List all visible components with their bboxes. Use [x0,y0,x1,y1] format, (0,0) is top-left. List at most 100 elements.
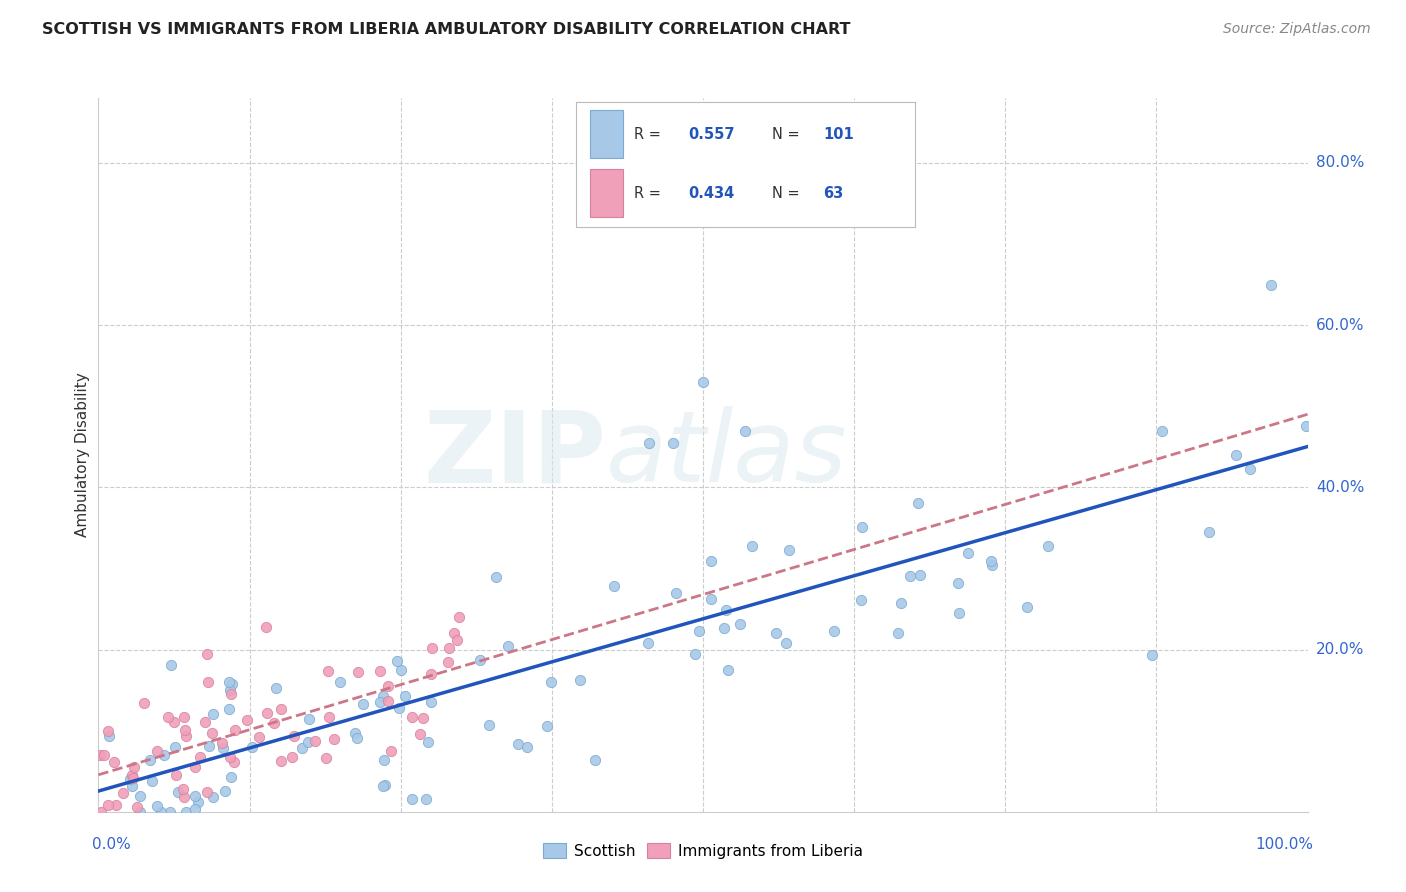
Point [318,710,340,724]
Point [1295,418,1317,433]
Point [886,626,908,640]
Point [120,772,142,787]
Point [298,712,321,726]
Point [956,546,979,560]
Point [98,729,121,743]
Point [195,647,218,661]
Point [283,729,305,743]
Point [908,568,931,582]
Point [202,706,225,721]
Point [1036,539,1059,553]
Point [122,771,145,785]
Point [665,586,688,600]
Point [823,624,845,639]
Point [714,603,737,617]
Point [165,768,187,782]
Point [716,663,738,677]
Point [683,647,706,661]
Point [447,610,470,624]
Point [187,795,209,809]
Point [291,741,314,756]
Point [218,675,240,690]
Point [146,799,169,814]
Point [163,714,186,729]
Point [569,673,592,687]
Point [266,681,288,695]
Point [134,696,156,710]
Point [224,755,246,769]
Point [439,640,461,655]
Point [851,520,873,534]
Point [443,626,465,640]
Point [371,779,394,793]
Point [980,554,1002,568]
Point [93,747,115,762]
Point [1152,424,1174,438]
Point [692,375,714,389]
Point [201,790,224,805]
Point [128,789,150,803]
Point [540,675,562,690]
Point [515,739,537,754]
Point [446,632,468,647]
Point [211,736,233,750]
Point [346,731,368,746]
Point [184,789,207,803]
Point [159,657,181,672]
Legend: Scottish, Immigrants from Liberia: Scottish, Immigrants from Liberia [537,837,869,864]
Point [194,714,217,729]
Point [221,677,243,691]
Point [700,592,723,607]
Point [104,798,127,813]
Point [224,723,246,737]
Point [121,767,143,781]
Point [159,805,181,819]
Point [412,711,434,725]
Point [730,616,752,631]
Text: 100.0%: 100.0% [1256,837,1313,852]
Point [167,784,190,798]
Point [218,702,240,716]
Point [174,805,197,819]
Point [1140,648,1163,663]
Point [141,773,163,788]
Point [394,689,416,703]
Point [741,539,763,553]
Point [377,694,399,708]
Point [197,675,219,690]
Text: atlas: atlas [606,407,848,503]
Text: Source: ZipAtlas.com: Source: ZipAtlas.com [1223,22,1371,37]
Point [688,624,710,638]
Point [254,620,277,634]
Point [377,679,399,693]
Point [329,674,352,689]
Text: SCOTTISH VS IMMIGRANTS FROM LIBERIA AMBULATORY DISABILITY CORRELATION CHART: SCOTTISH VS IMMIGRANTS FROM LIBERIA AMBU… [42,22,851,37]
Point [173,789,195,804]
Point [201,726,224,740]
Point [946,576,969,591]
Text: 0.0%: 0.0% [93,837,131,852]
Point [270,754,292,768]
Point [389,663,412,677]
Point [948,607,970,621]
Point [1225,448,1247,462]
Point [907,495,929,509]
Point [153,747,176,762]
Point [219,770,242,784]
Text: 20.0%: 20.0% [1316,642,1364,657]
Point [849,592,872,607]
Point [1260,277,1282,292]
Point [401,710,423,724]
Point [281,750,304,764]
Point [247,730,270,744]
Point [1198,524,1220,539]
Point [90,805,112,819]
Point [370,665,392,679]
Point [409,727,432,741]
Point [1239,462,1261,476]
Point [174,729,197,743]
Point [122,759,145,773]
Point [197,785,219,799]
Point [368,695,391,709]
Point [149,805,172,819]
